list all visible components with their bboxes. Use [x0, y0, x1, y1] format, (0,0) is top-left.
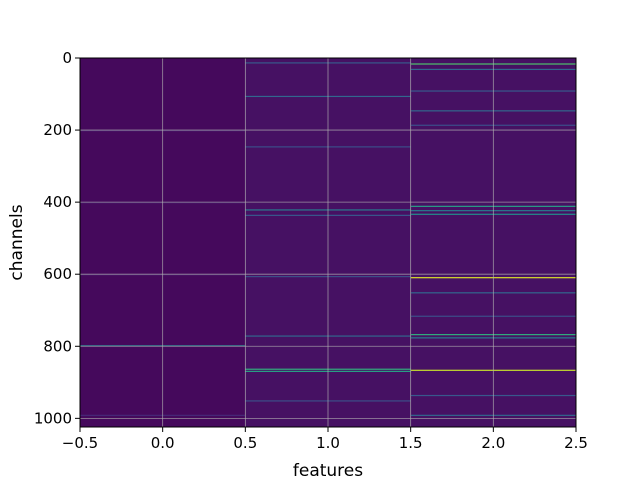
- x-tick-label: 0.0: [151, 434, 175, 452]
- x-tick-label: 1.0: [316, 434, 340, 452]
- x-axis-ticks: −0.5 0.0 0.5 1.0 1.5 2.0 2.5: [62, 427, 588, 452]
- y-tick-label: 1000: [34, 409, 72, 427]
- y-axis-label: channels: [7, 204, 27, 280]
- y-tick-label: 600: [43, 265, 72, 283]
- x-tick-label: 1.5: [399, 434, 423, 452]
- y-tick-label: 800: [43, 337, 72, 355]
- x-axis-label: features: [293, 461, 363, 480]
- x-tick-label: 2.5: [564, 434, 588, 452]
- x-tick-label: 0.5: [233, 434, 257, 452]
- x-tick-label: 2.0: [481, 434, 505, 452]
- y-axis-ticks: 0 200 400 600 800 1000: [34, 49, 80, 427]
- y-tick-label: 400: [43, 193, 72, 211]
- y-tick-label: 200: [43, 121, 72, 139]
- y-tick-label: 0: [62, 49, 72, 67]
- x-tick-label: −0.5: [62, 434, 98, 452]
